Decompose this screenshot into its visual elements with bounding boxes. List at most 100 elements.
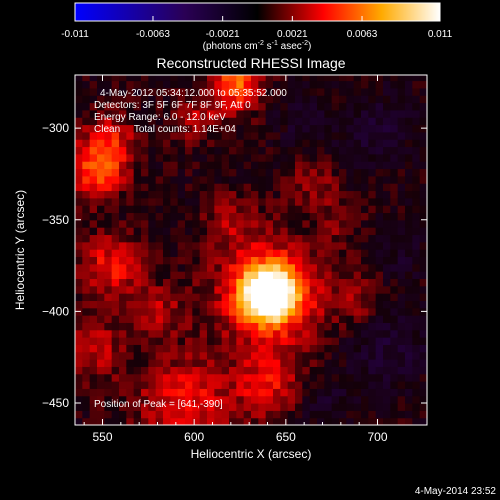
- heatmap-cell: [177, 388, 186, 397]
- heatmap-cell: [258, 168, 267, 177]
- heatmap-cell: [361, 197, 369, 206]
- heatmap-cell: [346, 175, 355, 184]
- heatmap-cell: [111, 241, 120, 250]
- heatmap-cell: [419, 410, 427, 419]
- heatmap-cell: [141, 161, 149, 170]
- heatmap-cell: [104, 131, 113, 140]
- heatmap-cell: [119, 388, 127, 397]
- heatmap-cell: [133, 117, 142, 126]
- heatmap-cell: [155, 278, 164, 287]
- heatmap-cell: [170, 285, 179, 294]
- heatmap-cell: [258, 278, 267, 287]
- heatmap-cell: [405, 337, 413, 345]
- heatmap-cell: [287, 227, 296, 236]
- heatmap-cell: [119, 373, 127, 382]
- heatmap-cell: [104, 249, 113, 258]
- heatmap-cell: [97, 175, 105, 184]
- heatmap-cell: [177, 359, 186, 367]
- heatmap-cell: [287, 410, 296, 419]
- heatmap-cell: [324, 315, 333, 323]
- heatmap-cell: [390, 219, 399, 228]
- heatmap-cell: [148, 212, 157, 221]
- heatmap-cell: [405, 395, 413, 404]
- heatmap-cell: [126, 87, 135, 96]
- heatmap-cell: [251, 139, 259, 148]
- heatmap-cell: [346, 366, 355, 375]
- heatmap-cell: [141, 124, 149, 133]
- heatmap-cell: [287, 241, 296, 250]
- heatmap-cell: [273, 395, 281, 404]
- heatmap-cell: [104, 212, 113, 221]
- heatmap-cell: [273, 300, 281, 309]
- heatmap-cell: [251, 183, 259, 192]
- heatmap-cell: [361, 417, 369, 425]
- heatmap-cell: [177, 256, 186, 265]
- heatmap-cell: [375, 95, 384, 104]
- heatmap-cell: [104, 395, 113, 404]
- heatmap-cell: [412, 146, 421, 155]
- heatmap-cell: [221, 337, 230, 345]
- heatmap-cell: [133, 102, 142, 111]
- heatmap-cell: [126, 161, 135, 170]
- heatmap-cell: [353, 161, 362, 170]
- heatmap-cell: [221, 410, 230, 419]
- heatmap-cell: [273, 80, 281, 89]
- heatmap-cell: [170, 227, 179, 236]
- heatmap-cell: [75, 271, 83, 279]
- heatmap-cell: [331, 161, 340, 170]
- heatmap-cell: [243, 307, 252, 316]
- heatmap-cell: [287, 388, 296, 397]
- heatmap-cell: [295, 344, 303, 353]
- heatmap-cell: [368, 153, 377, 162]
- heatmap-cell: [185, 124, 193, 133]
- heatmap-cell: [397, 388, 406, 397]
- heatmap-cell: [302, 366, 311, 375]
- heatmap-cell: [280, 366, 289, 375]
- heatmap-cell: [273, 403, 281, 411]
- heatmap-cell: [317, 307, 325, 316]
- heatmap-cell: [148, 146, 157, 155]
- heatmap-cell: [214, 168, 223, 177]
- heatmap-cell: [324, 359, 333, 367]
- heatmap-cell: [185, 212, 193, 221]
- heatmap-cell: [287, 168, 296, 177]
- heatmap-cell: [229, 175, 237, 184]
- heatmap-cell: [375, 234, 384, 243]
- heatmap-cell: [405, 293, 413, 301]
- heatmap-cell: [375, 359, 384, 367]
- heatmap-cell: [243, 263, 252, 272]
- heatmap-cell: [331, 87, 340, 96]
- heatmap-cell: [251, 351, 259, 360]
- heatmap-cell: [324, 285, 333, 294]
- heatmap-cell: [412, 219, 421, 228]
- heatmap-cell: [331, 366, 340, 375]
- heatmap-cell: [170, 153, 179, 162]
- heatmap-cell: [353, 271, 362, 279]
- heatmap-cell: [229, 146, 237, 155]
- heatmap-cell: [383, 278, 391, 287]
- heatmap-cell: [126, 95, 135, 104]
- heatmap-cell: [104, 278, 113, 287]
- heatmap-cell: [295, 102, 303, 111]
- heatmap-cell: [361, 395, 369, 404]
- x-tick-label: 650: [276, 430, 296, 444]
- heatmap-cell: [258, 263, 267, 272]
- heatmap-cell: [141, 117, 149, 126]
- heatmap-cell: [82, 249, 91, 258]
- heatmap-cell: [397, 300, 406, 309]
- heatmap-cell: [397, 124, 406, 133]
- heatmap-cell: [383, 153, 391, 162]
- heatmap-cell: [251, 168, 259, 177]
- heatmap-cell: [339, 234, 347, 243]
- heatmap-cell: [155, 271, 164, 279]
- heatmap-cell: [89, 249, 98, 258]
- heatmap-cell: [361, 293, 369, 301]
- heatmap-cell: [280, 300, 289, 309]
- heatmap-cell: [133, 403, 142, 411]
- heatmap-cell: [221, 329, 230, 338]
- heatmap-cell: [141, 109, 149, 118]
- heatmap-cell: [339, 190, 347, 199]
- heatmap-cell: [339, 359, 347, 367]
- heatmap-cell: [273, 417, 281, 425]
- heatmap-cell: [309, 271, 318, 279]
